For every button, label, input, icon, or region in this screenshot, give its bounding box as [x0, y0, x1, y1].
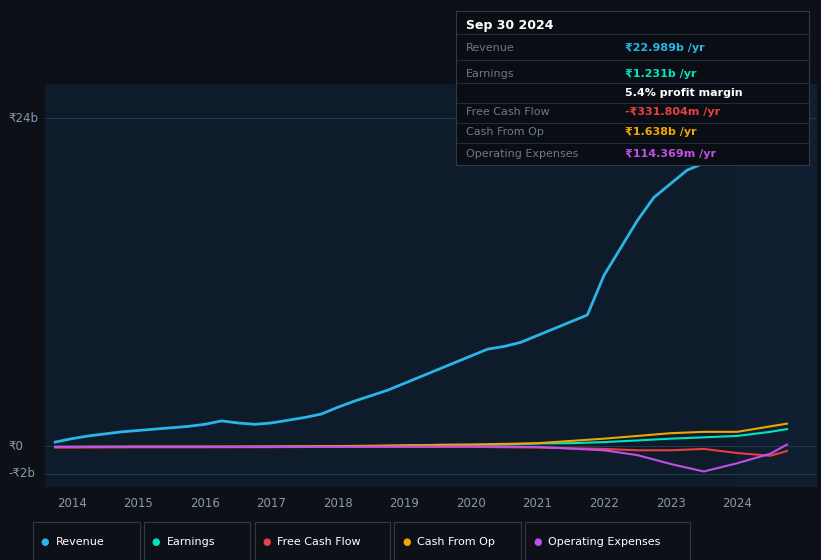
Text: ₹0: ₹0	[8, 440, 23, 452]
Text: ●: ●	[41, 537, 49, 547]
Text: Free Cash Flow: Free Cash Flow	[466, 107, 550, 117]
Text: ●: ●	[534, 537, 542, 547]
Text: Sep 30 2024: Sep 30 2024	[466, 18, 553, 31]
Text: Revenue: Revenue	[56, 537, 104, 547]
Text: ●: ●	[263, 537, 271, 547]
Text: ₹114.369m /yr: ₹114.369m /yr	[625, 148, 716, 158]
Text: Operating Expenses: Operating Expenses	[466, 148, 579, 158]
Text: Revenue: Revenue	[466, 43, 515, 53]
Text: ●: ●	[402, 537, 410, 547]
Text: ₹22.989b /yr: ₹22.989b /yr	[625, 43, 704, 53]
Text: 5.4% profit margin: 5.4% profit margin	[625, 88, 743, 98]
Text: Cash From Op: Cash From Op	[466, 127, 544, 137]
Text: -₹2b: -₹2b	[8, 467, 35, 480]
Text: Earnings: Earnings	[466, 68, 515, 78]
Text: Earnings: Earnings	[167, 537, 215, 547]
Text: ●: ●	[152, 537, 160, 547]
Text: ₹1.638b /yr: ₹1.638b /yr	[625, 127, 697, 137]
Bar	[737, 84, 817, 487]
Text: ₹1.231b /yr: ₹1.231b /yr	[625, 68, 696, 78]
Text: Free Cash Flow: Free Cash Flow	[277, 537, 361, 547]
Text: ₹24b: ₹24b	[8, 111, 38, 125]
Text: -₹331.804m /yr: -₹331.804m /yr	[625, 107, 720, 117]
Text: Operating Expenses: Operating Expenses	[548, 537, 661, 547]
Text: Cash From Op: Cash From Op	[417, 537, 495, 547]
